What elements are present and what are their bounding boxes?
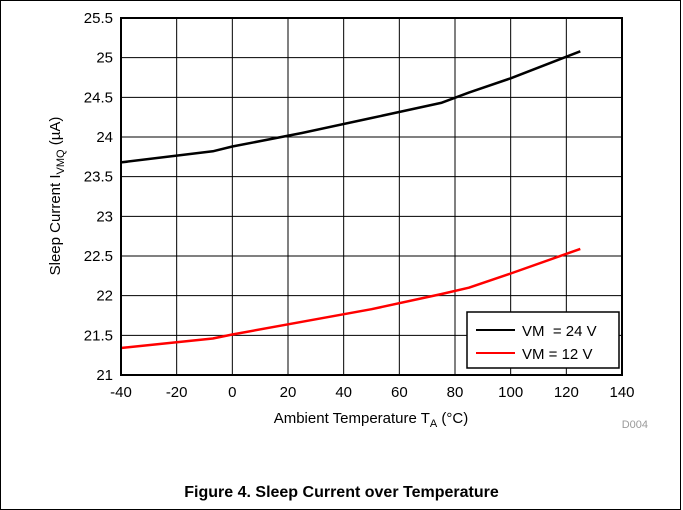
y-axis-title-subscript: VMQ [55, 149, 67, 175]
figure-caption: Figure 4. Sleep Current over Temperature [184, 484, 499, 501]
y-axis-title: Sleep Current IVMQ (µA) [47, 117, 67, 276]
x-tick-label: 20 [280, 384, 297, 401]
x-tick-label: 100 [498, 384, 523, 401]
series-lines [120, 50, 581, 350]
plot-area-border [120, 17, 623, 376]
series-line-vm12 [120, 247, 581, 350]
y-tick-label: 25.5 [84, 10, 113, 27]
legend: VM = 24 V VM = 12 V [466, 311, 620, 369]
x-tick-label: 40 [335, 384, 352, 401]
y-tick-label: 21 [96, 367, 113, 384]
x-tick-label: -20 [166, 384, 188, 401]
y-tick-label: 24.5 [84, 89, 113, 106]
y-tick-label: 24 [96, 129, 113, 146]
x-tick-label: 80 [447, 384, 464, 401]
x-axis-title: Ambient Temperature TA (°C) [274, 410, 469, 430]
y-tick-label: 22 [96, 288, 113, 305]
legend-box [466, 311, 620, 369]
y-tick-label: 21.5 [84, 327, 113, 344]
x-tick-label: 120 [554, 384, 579, 401]
y-tick-label: 22.5 [84, 248, 113, 265]
x-tick-label: 140 [609, 384, 634, 401]
y-tick-label: 25 [96, 50, 113, 67]
x-tick-label: -40 [110, 384, 132, 401]
y-tick-label: 23.5 [84, 169, 113, 186]
x-axis-title-subscript: A [430, 418, 438, 430]
legend-label-vm24: VM = 24 V [522, 323, 597, 340]
y-tick-label: 23 [96, 208, 113, 225]
series-line-vm24 [120, 50, 581, 164]
y-tick-labels: 21 21.5 22 22.5 23 23.5 24 24.5 25 25.5 [84, 10, 113, 384]
x-tick-label: 60 [391, 384, 408, 401]
x-tick-labels: -40 -20 0 20 40 60 80 100 120 140 [110, 384, 634, 401]
legend-label-vm12: VM = 12 V [522, 346, 592, 363]
figure-code: D004 [622, 419, 648, 431]
x-tick-label: 0 [228, 384, 236, 401]
